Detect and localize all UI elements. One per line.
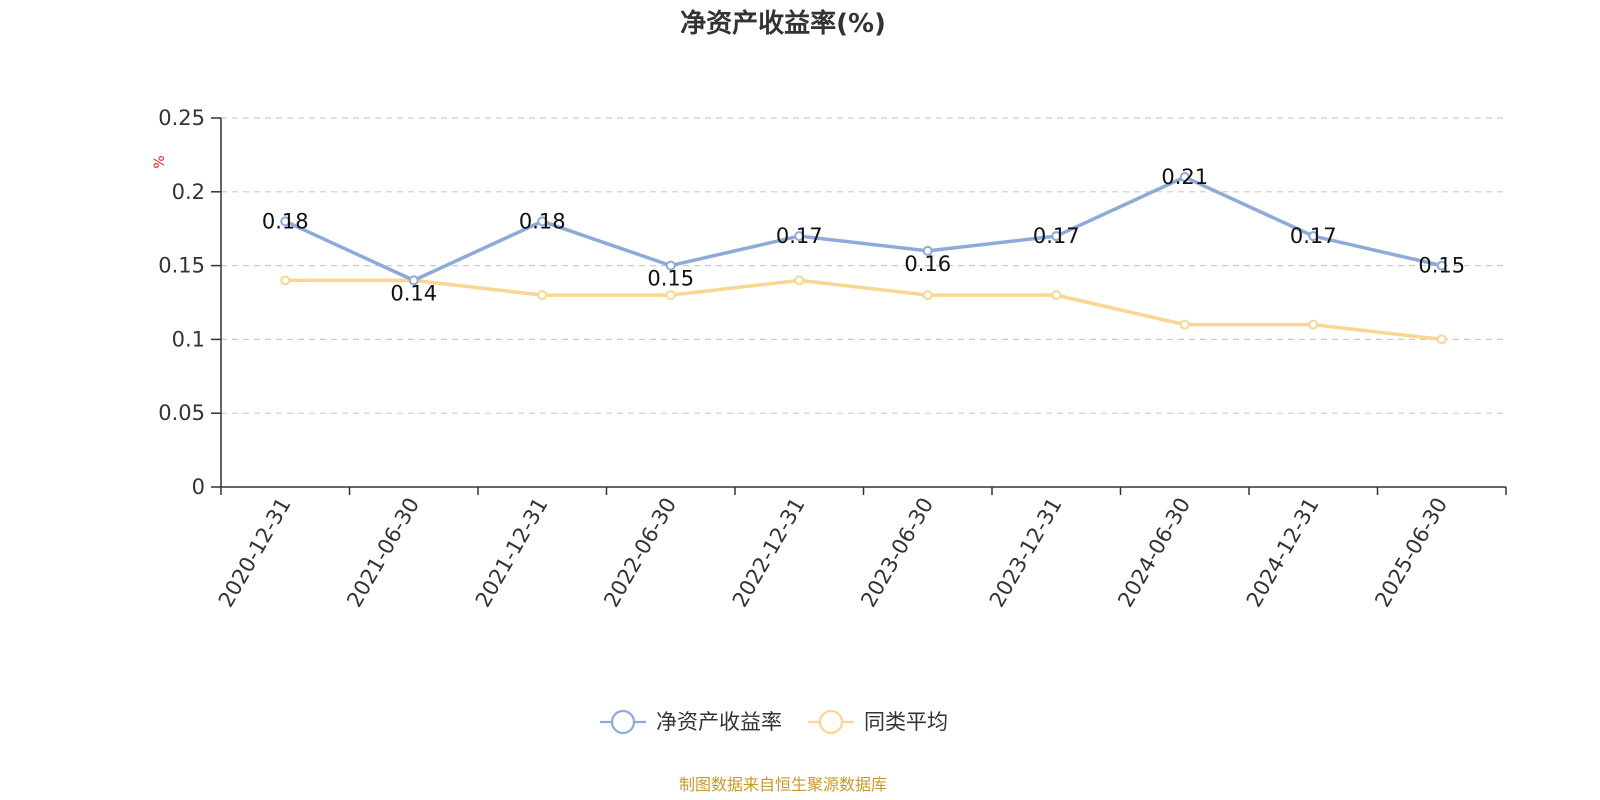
x-tick-label: 2020-12-31: [214, 494, 296, 612]
y-tick-label: 0.1: [172, 327, 205, 351]
x-tick-label: 2023-12-31: [985, 494, 1067, 612]
series-lines: [280, 172, 1447, 345]
data-label: 0.17: [1033, 224, 1080, 248]
legend-item[interactable]: 同类平均: [808, 709, 948, 735]
chart-title: 净资产收益率(%): [680, 8, 886, 39]
data-label: 0.15: [647, 267, 694, 291]
y-tick-label: 0.15: [158, 254, 205, 278]
legend[interactable]: 净资产收益率 同类平均: [600, 709, 948, 735]
source-note: 制图数据来自恒生聚源数据库: [679, 775, 887, 794]
series-line: [284, 175, 1443, 283]
x-tick-label: 2021-06-30: [342, 494, 424, 612]
data-point[interactable]: [922, 245, 933, 256]
y-tick-label: 0.25: [158, 106, 205, 130]
y-tick-label: 0.05: [158, 401, 205, 425]
data-label: 0.16: [904, 252, 951, 276]
x-tick-label: 2021-12-31: [471, 494, 553, 612]
data-point[interactable]: [1436, 260, 1447, 271]
data-point[interactable]: [794, 231, 805, 242]
y-tick-label: 0.2: [172, 180, 205, 204]
x-tick-label: 2022-12-31: [728, 494, 810, 612]
data-label: 0.15: [1418, 254, 1465, 278]
data-label: 0.21: [1161, 165, 1208, 189]
data-point[interactable]: [1051, 231, 1062, 242]
legend-item[interactable]: 净资产收益率: [600, 709, 782, 735]
data-label: 0.18: [519, 209, 566, 233]
x-tick-label: 2025-06-30: [1370, 494, 1452, 612]
data-point[interactable]: [537, 290, 548, 301]
axes: 0 0.05 0.1 0.15 0.2 0.25 2020-12-31 2021-06-30 2…: [158, 106, 1507, 612]
x-tick-label: 2024-06-30: [1113, 494, 1195, 612]
data-point[interactable]: [280, 216, 291, 227]
y-axis-unit-label: %: [152, 155, 168, 168]
legend-label: 同类平均: [864, 710, 948, 734]
grid-lines: [221, 117, 1506, 414]
data-point[interactable]: [280, 275, 291, 286]
data-point[interactable]: [794, 275, 805, 286]
data-point[interactable]: [1179, 319, 1190, 330]
data-point[interactable]: [1308, 319, 1319, 330]
series-line: [285, 278, 1442, 342]
data-point[interactable]: [1436, 334, 1447, 345]
legend-label: 净资产收益率: [656, 710, 782, 734]
x-tick-label: 2024-12-31: [1242, 494, 1324, 612]
data-label: 0.18: [262, 209, 309, 233]
data-point[interactable]: [1051, 290, 1062, 301]
data-label: 0.17: [1290, 224, 1337, 248]
data-point[interactable]: [922, 290, 933, 301]
data-label: 0.17: [776, 224, 823, 248]
data-labels: 0.18 0.14 0.18 0.15 0.17 0.16 0.17 0.21 0.17 0.15: [262, 165, 1465, 305]
y-tick-label: 0: [192, 475, 205, 499]
data-point[interactable]: [665, 260, 676, 271]
data-point[interactable]: [537, 216, 548, 227]
x-tick-label: 2023-06-30: [856, 494, 938, 612]
x-tick-label: 2022-06-30: [599, 494, 681, 612]
data-point[interactable]: [1308, 231, 1319, 242]
data-point[interactable]: [1179, 172, 1190, 183]
legend-marker-icon: [818, 709, 844, 735]
data-point[interactable]: [408, 275, 419, 286]
data-label: 0.14: [390, 281, 437, 305]
legend-marker-icon: [610, 709, 636, 735]
data-point[interactable]: [665, 290, 676, 301]
